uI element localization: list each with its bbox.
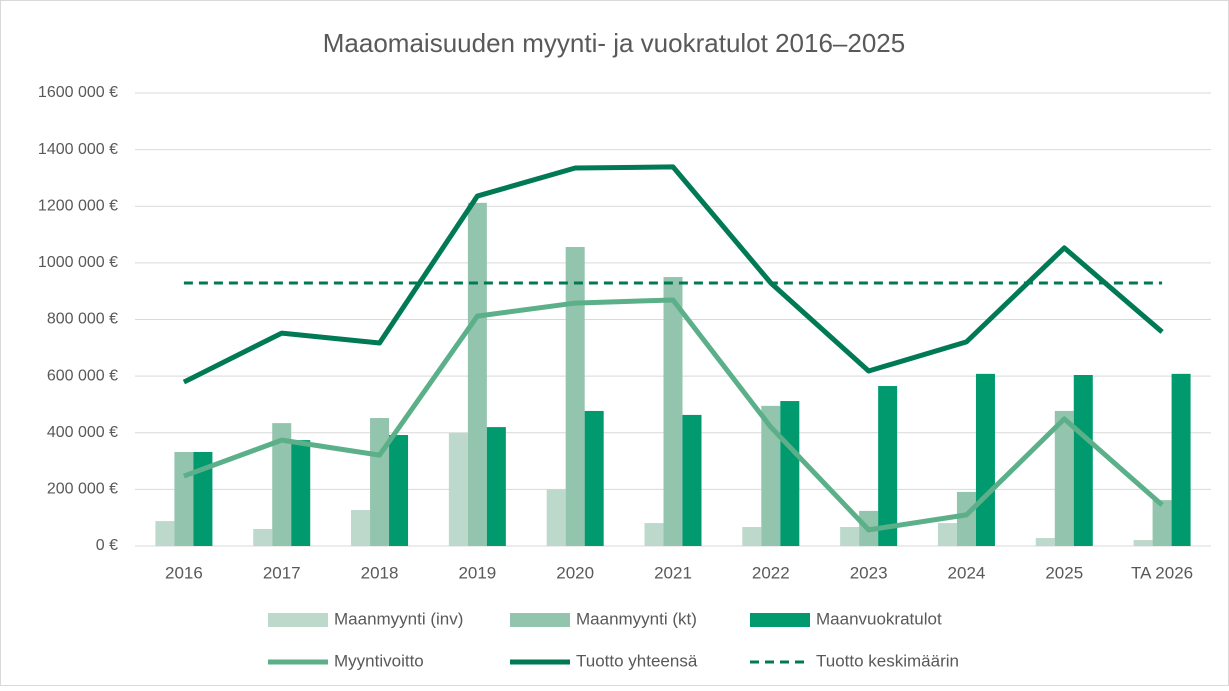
bar	[253, 529, 273, 546]
bar	[937, 523, 957, 546]
chart-title: Maaomaisuuden myynti- ja vuokratulot 201…	[323, 28, 905, 58]
x-tick-label: TA 2026	[1131, 563, 1193, 582]
legend-swatch	[750, 613, 810, 627]
bar	[467, 202, 487, 547]
legend-label: Tuotto yhteensä	[576, 651, 698, 670]
x-tick-label: 2021	[654, 563, 692, 582]
y-tick-label: 0 €	[96, 537, 118, 554]
bar	[546, 489, 566, 546]
y-tick-label: 1000 000 €	[38, 254, 118, 271]
bar	[956, 491, 976, 546]
y-tick-label: 1400 000 €	[38, 141, 118, 158]
bar	[1152, 500, 1172, 546]
bar	[389, 435, 409, 546]
bar	[448, 432, 468, 546]
y-tick-label: 600 000 €	[47, 367, 118, 384]
bar	[370, 418, 390, 546]
bar	[272, 423, 292, 546]
y-tick-label: 400 000 €	[47, 424, 118, 441]
bar	[644, 523, 664, 546]
x-tick-label: 2018	[361, 563, 399, 582]
y-tick-label: 800 000 €	[47, 311, 118, 328]
bar	[780, 401, 800, 546]
bar	[682, 414, 702, 546]
bar	[584, 410, 604, 546]
y-tick-label: 200 000 €	[47, 481, 118, 498]
bar	[291, 440, 311, 546]
y-tick-label: 1200 000 €	[38, 197, 118, 214]
line	[182, 164, 1164, 385]
bar	[1054, 410, 1074, 546]
bar	[565, 247, 585, 546]
bar	[155, 521, 175, 546]
legend-label: Maanmyynti (kt)	[576, 609, 697, 628]
bar	[742, 527, 762, 546]
bar	[840, 527, 860, 546]
legend-swatch	[268, 613, 328, 627]
x-tick-label: 2022	[752, 563, 790, 582]
bar	[878, 386, 898, 546]
bar	[663, 277, 683, 546]
legend-swatch	[510, 613, 570, 627]
x-tick-label: 2017	[263, 563, 301, 582]
x-tick-label: 2020	[556, 563, 594, 582]
legend-label: Maanvuokratulot	[816, 609, 942, 628]
bar	[975, 373, 995, 546]
legend-label: Tuotto keskimäärin	[816, 651, 959, 670]
bar	[1171, 373, 1191, 546]
legend-label: Myyntivoitto	[334, 651, 424, 670]
bar	[761, 405, 781, 546]
bar	[1073, 374, 1093, 546]
bar	[174, 452, 194, 546]
bar	[351, 510, 371, 546]
bar	[193, 452, 213, 546]
line	[183, 297, 1164, 533]
x-tick-label: 2019	[458, 563, 496, 582]
bar	[1035, 538, 1055, 546]
x-tick-label: 2025	[1045, 563, 1083, 582]
bar	[486, 427, 506, 546]
x-tick-label: 2016	[165, 563, 203, 582]
x-tick-label: 2024	[948, 563, 986, 582]
bar	[1133, 540, 1153, 546]
x-tick-label: 2023	[850, 563, 888, 582]
legend-label: Maanmyynti (inv)	[334, 609, 463, 628]
y-tick-label: 1600 000 €	[38, 84, 118, 101]
